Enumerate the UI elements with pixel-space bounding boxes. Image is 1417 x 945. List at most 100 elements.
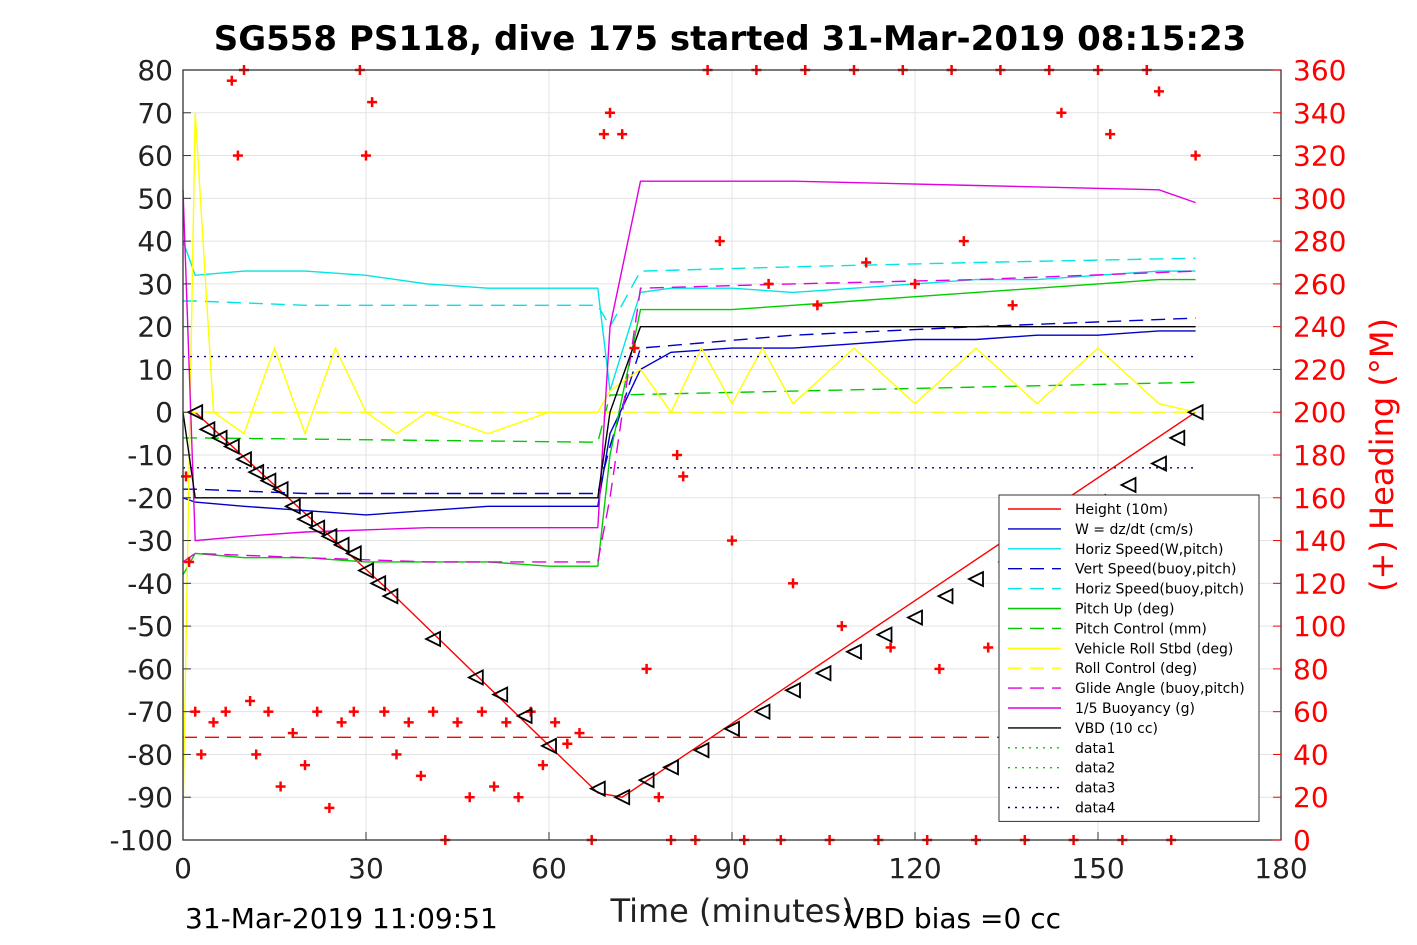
heading-point: [367, 97, 378, 108]
heading-point: [885, 642, 896, 653]
heading-point: [672, 450, 683, 460]
depth-marker: [966, 570, 984, 588]
right-tick-label: 240: [1293, 311, 1346, 344]
y-tick-label: 30: [137, 268, 173, 301]
y-tick-label: -40: [127, 567, 173, 600]
x-axis-label: Time (minutes): [610, 892, 854, 930]
heading-point: [958, 236, 969, 247]
series-line: [183, 257, 1196, 329]
y-tick-label: 40: [137, 225, 173, 258]
y-tick-label: 10: [137, 353, 173, 386]
depth-marker: [344, 544, 362, 562]
depth-marker: [1149, 455, 1167, 473]
legend-label: data2: [1075, 761, 1115, 777]
heading-point: [220, 706, 231, 717]
legend-label: data1: [1075, 741, 1115, 757]
depth-marker: [661, 758, 679, 776]
right-tick-label: 0: [1293, 824, 1311, 857]
depth-marker: [210, 429, 228, 447]
heading-point: [910, 278, 920, 289]
heading-point: [653, 792, 664, 803]
x-tick-label: 120: [888, 852, 941, 885]
depth-marker: [247, 463, 265, 481]
depth-marker: [320, 527, 338, 545]
x-tick-label: 180: [1254, 852, 1307, 885]
right-tick-label: 280: [1293, 225, 1346, 258]
y-tick-label: 0: [155, 396, 173, 429]
heading-point: [196, 749, 207, 760]
depth-marker: [271, 480, 289, 498]
x-tick-label: 150: [1071, 852, 1124, 885]
series-line: [182, 326, 1196, 499]
legend-label: VBD (10 cc): [1075, 721, 1158, 737]
series-line: [183, 317, 1196, 495]
depth-marker: [369, 574, 387, 592]
legend-label: Vert Speed(buoy,pitch): [1075, 562, 1237, 578]
series-line: [182, 112, 1196, 819]
depth-marker: [753, 703, 771, 721]
depth-marker: [613, 788, 631, 806]
heading-point: [861, 257, 872, 268]
right-tick-label: 120: [1293, 567, 1346, 600]
series-line: [182, 330, 1196, 516]
right-tick-label: 100: [1293, 610, 1346, 643]
heading-point: [1154, 86, 1164, 97]
heading-point: [226, 75, 237, 86]
right-tick-label: 200: [1293, 396, 1346, 429]
heading-point: [1056, 107, 1067, 118]
depth-marker: [356, 562, 374, 579]
depth-marker: [259, 472, 277, 490]
series-line: [182, 180, 1196, 542]
heading-point: [605, 107, 615, 118]
heading-point: [537, 760, 548, 771]
heading-point: [629, 343, 640, 354]
depth-marker: [491, 686, 509, 704]
depth-marker: [1168, 429, 1186, 447]
footer-vbd-bias: VBD bias =0 cc: [845, 902, 1061, 935]
depth-marker: [783, 681, 801, 699]
depth-marker: [875, 626, 893, 644]
depth-marker: [844, 643, 862, 661]
heading-point: [513, 792, 524, 803]
depth-marker: [466, 668, 484, 686]
heading-point: [617, 129, 628, 140]
legend-label: W = dz/dt (cm/s): [1075, 522, 1194, 538]
y-tick-label: 60: [137, 140, 173, 173]
heading-point: [574, 728, 585, 739]
depth-marker: [588, 780, 606, 798]
y-tick-label: -80: [127, 738, 173, 771]
heading-point: [245, 695, 256, 706]
heading-point: [251, 749, 262, 760]
heading-point: [1007, 300, 1018, 311]
heading-point: [1190, 150, 1201, 161]
heading-point: [489, 781, 500, 792]
depth-marker: [234, 450, 252, 468]
heading-point: [763, 278, 774, 289]
heading-point: [275, 781, 286, 792]
x-tick-label: 90: [714, 852, 750, 885]
heading-point: [452, 717, 463, 728]
heading-point: [678, 471, 689, 482]
chart-title: SG558 PS118, dive 175 started 31-Mar-201…: [214, 19, 1247, 59]
right-tick-label: 40: [1293, 738, 1329, 771]
heading-point: [428, 706, 439, 717]
right-tick-label: 140: [1293, 525, 1346, 558]
heading-point: [836, 621, 847, 632]
depth-marker: [198, 420, 216, 438]
y-tick-label: 80: [137, 54, 173, 87]
footer-timestamp: 31-Mar-2019 11:09:51: [185, 902, 498, 935]
x-tick-label: 0: [174, 852, 192, 885]
right-axis-ticks: 3603403203002802602402202001801601401201…: [1273, 54, 1346, 857]
heading-point: [501, 717, 512, 728]
depth-marker: [814, 664, 832, 682]
heading-point: [641, 663, 652, 674]
heading-point: [788, 578, 798, 589]
heading-point: [336, 717, 347, 728]
depth-marker: [936, 587, 954, 605]
y-tick-label: 20: [137, 311, 173, 344]
heading-point: [812, 300, 823, 311]
right-tick-label: 20: [1293, 781, 1329, 814]
heading-point: [287, 728, 298, 739]
heading-point: [598, 129, 609, 140]
heading-point: [208, 717, 219, 728]
